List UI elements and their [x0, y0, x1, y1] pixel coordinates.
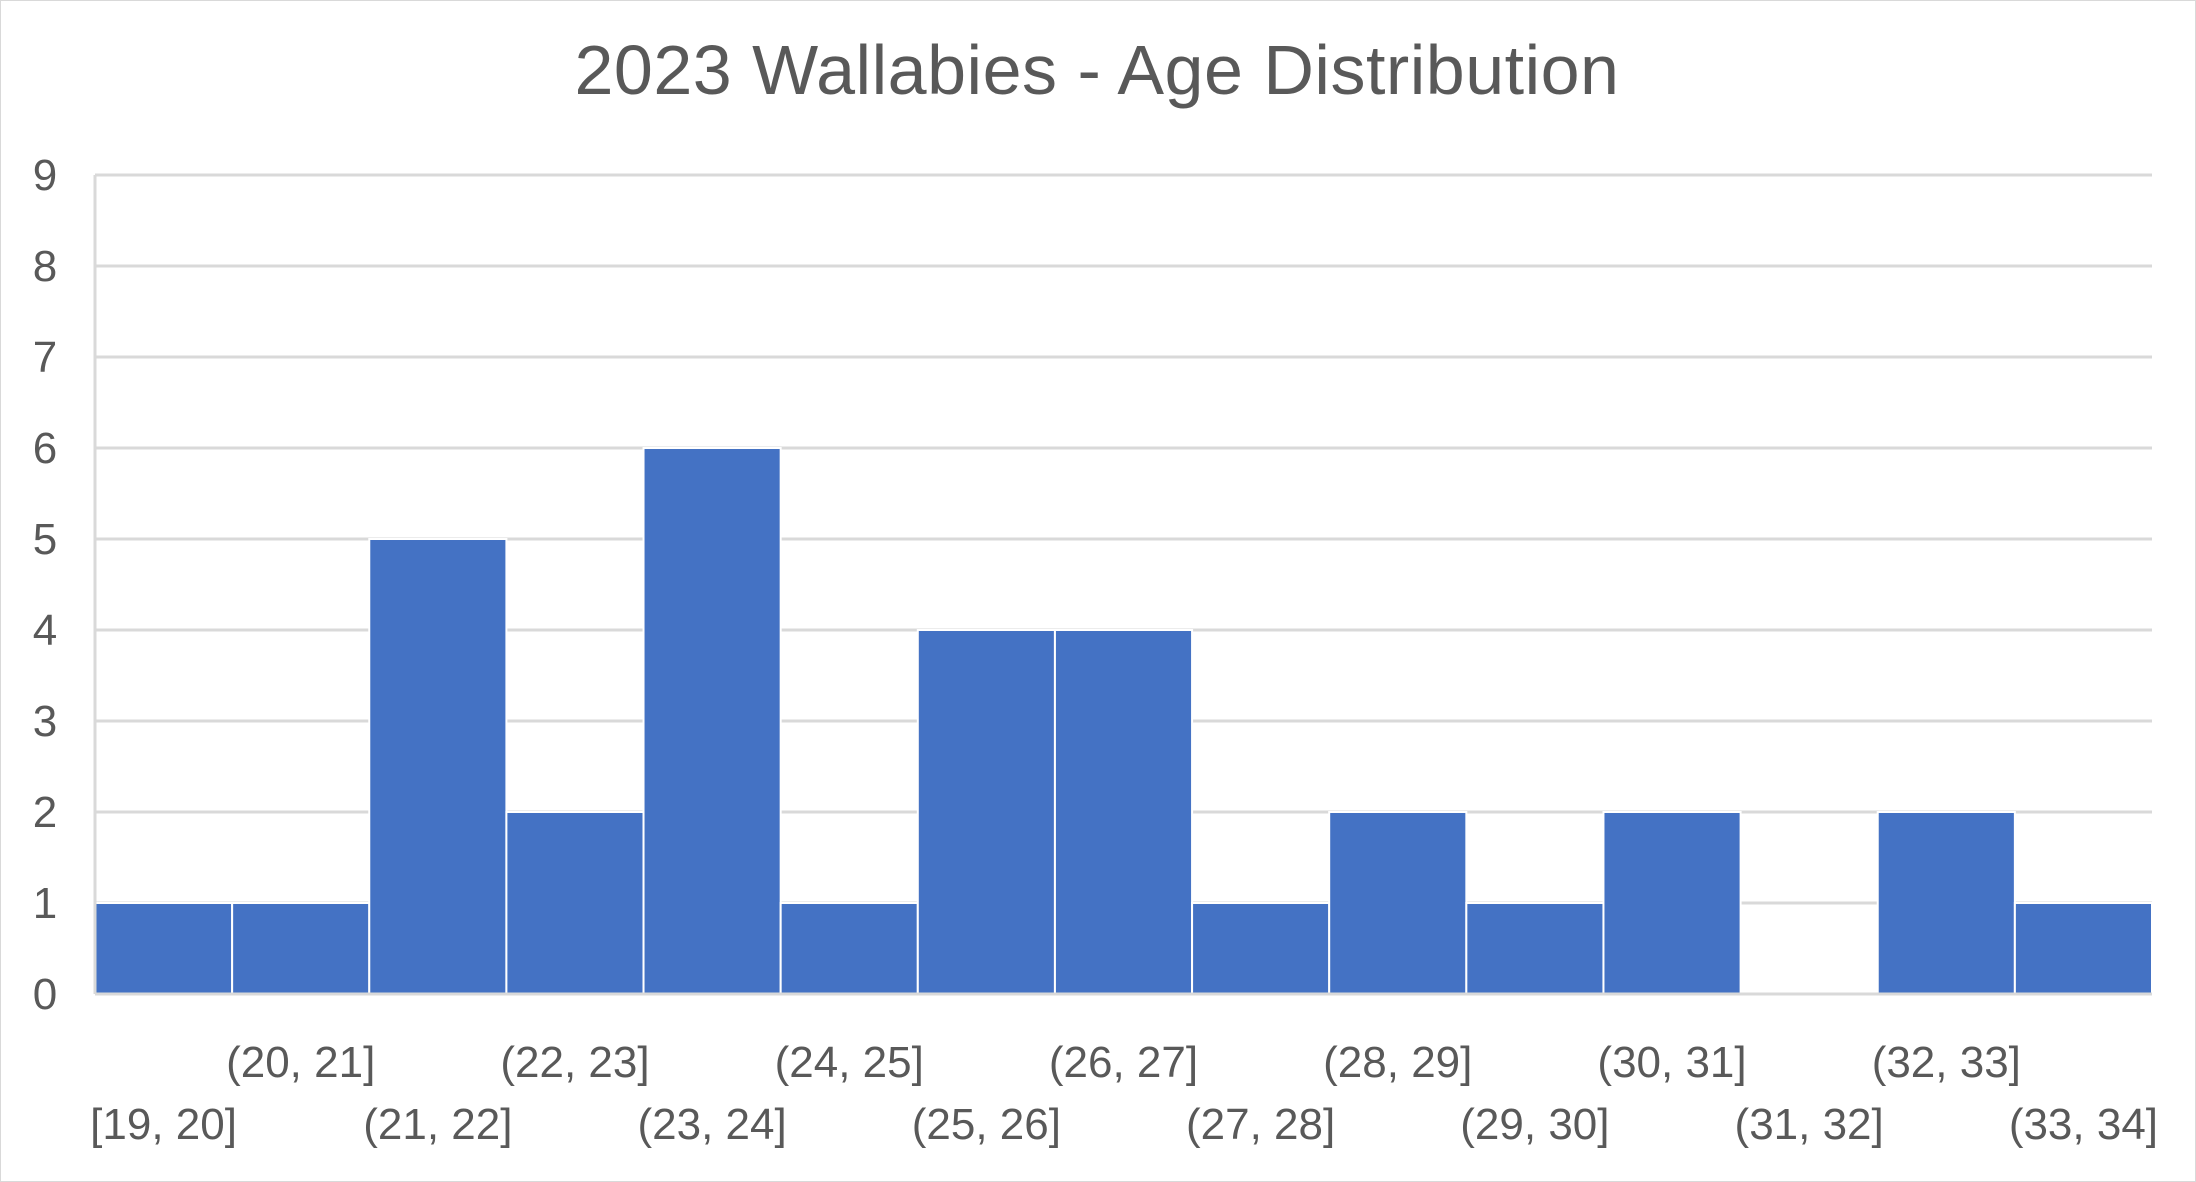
axes	[93, 175, 2152, 996]
x-tick-label: (25, 26]	[912, 1100, 1061, 1149]
x-tick-label: (30, 31]	[1597, 1038, 1746, 1087]
bar	[2013, 902, 2154, 995]
bar	[779, 902, 919, 995]
x-tick-label: (31, 32]	[1735, 1100, 1884, 1149]
chart-title: 2023 Wallabies - Age Distribution	[574, 31, 1620, 109]
y-tick-label: 3	[33, 697, 57, 746]
x-tick-label: (21, 22]	[363, 1100, 512, 1149]
bar	[1053, 629, 1194, 995]
x-tick-label: (32, 33]	[1872, 1038, 2021, 1087]
y-tick-label: 4	[33, 606, 57, 655]
bar	[642, 447, 782, 995]
bar	[1191, 902, 1331, 995]
bar	[1876, 811, 2016, 995]
y-tick-label: 5	[33, 515, 57, 564]
bar	[1602, 811, 1742, 995]
bar	[1328, 811, 1468, 995]
y-tick-label: 7	[33, 333, 57, 382]
y-tick-label: 6	[33, 424, 57, 473]
x-tick-label: (22, 23]	[500, 1038, 649, 1087]
x-axis-tick-labels: [19, 20] (20, 21] (21, 22] (22, 23] (23, 24]…	[90, 1038, 2158, 1149]
x-tick-label: (33, 34]	[2009, 1100, 2158, 1149]
bar	[916, 629, 1056, 995]
x-tick-label: (27, 28]	[1186, 1100, 1335, 1149]
y-tick-label: 1	[33, 879, 57, 928]
x-tick-label: (23, 24]	[637, 1100, 786, 1149]
x-tick-label: (28, 29]	[1323, 1038, 1472, 1087]
y-axis-tick-labels: 0 1 2 3 4 5 6 7 8 9	[33, 151, 57, 1019]
y-tick-label: 8	[33, 242, 57, 291]
bar	[231, 902, 371, 995]
x-tick-label: (29, 30]	[1460, 1100, 1609, 1149]
bar	[505, 811, 645, 995]
x-tick-label: (24, 25]	[775, 1038, 924, 1087]
bar	[94, 902, 234, 995]
y-tick-label: 2	[33, 788, 57, 837]
y-tick-label: 0	[33, 970, 57, 1019]
y-tick-label: 9	[33, 151, 57, 200]
bar	[368, 538, 508, 995]
bar	[1465, 902, 1605, 995]
x-tick-label: [19, 20]	[90, 1100, 237, 1149]
x-tick-label: (26, 27]	[1049, 1038, 1198, 1087]
bars	[94, 447, 2154, 995]
x-tick-label: (20, 21]	[226, 1038, 375, 1087]
